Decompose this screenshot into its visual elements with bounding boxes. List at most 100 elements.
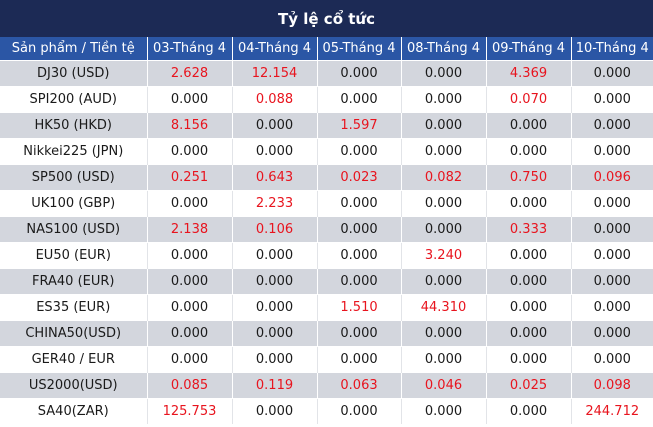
dividend-value-cell: 0.000 [316, 268, 401, 295]
dividend-value-cell: 0.000 [570, 268, 653, 295]
dividend-value-cell: 0.000 [485, 190, 571, 217]
dividend-value-cell: 0.000 [485, 398, 571, 424]
table-row: SPI200 (AUD) 0.000 0.088 0.000 0.000 0.070 0.0… [0, 86, 653, 113]
product-cell: GER40 / EUR [0, 346, 147, 373]
dividend-value-cell: 0.000 [485, 242, 571, 269]
product-cell: CHINA50(USD) [0, 320, 147, 347]
dividend-value-cell: 4.369 [485, 60, 571, 87]
table-row: HK50 (HKD) 8.156 0.000 1.597 0.000 0.000 0.000 [0, 112, 653, 139]
dividend-value-cell: 0.643 [231, 164, 317, 191]
dividend-value-cell: 0.000 [400, 320, 486, 347]
table-header-row: Sản phẩm / Tiền tệ 03-Tháng 4 04-Tháng 4… [0, 37, 653, 61]
dividend-value-cell: 44.310 [400, 294, 486, 321]
dividend-value-cell: 0.063 [316, 372, 401, 399]
column-header-date: 04-Tháng 4 [231, 37, 317, 61]
table-row: Nikkei225 (JPN) 0.000 0.000 0.000 0.000 0.000… [0, 138, 653, 165]
dividend-value-cell: 0.000 [570, 294, 653, 321]
product-cell: UK100 (GBP) [0, 190, 147, 217]
dividend-value-cell: 0.000 [316, 190, 401, 217]
page-title: Tỷ lệ cổ tức [0, 0, 653, 37]
dividend-value-cell: 0.070 [485, 86, 571, 113]
dividend-value-cell: 0.000 [400, 268, 486, 295]
dividend-value-cell: 0.000 [146, 320, 232, 347]
dividend-value-cell: 0.000 [231, 138, 317, 165]
dividend-value-cell: 0.000 [400, 112, 486, 139]
dividend-value-cell: 0.098 [570, 372, 653, 399]
dividend-value-cell: 0.000 [400, 216, 486, 243]
dividend-value-cell: 2.628 [146, 60, 232, 87]
product-cell: EU50 (EUR) [0, 242, 147, 269]
dividend-value-cell: 0.750 [485, 164, 571, 191]
column-header-product: Sản phẩm / Tiền tệ [0, 37, 147, 61]
dividend-value-cell: 0.000 [316, 346, 401, 373]
product-cell: FRA40 (EUR) [0, 268, 147, 295]
dividend-value-cell: 125.753 [146, 398, 232, 424]
table-row: FRA40 (EUR) 0.000 0.000 0.000 0.000 0.000 0.00… [0, 268, 653, 295]
dividend-value-cell: 0.000 [570, 190, 653, 217]
dividend-value-cell: 0.000 [316, 398, 401, 424]
dividend-value-cell: 1.597 [316, 112, 401, 139]
table-row: CHINA50(USD) 0.000 0.000 0.000 0.000 0.000 0.0… [0, 320, 653, 347]
dividend-value-cell: 0.000 [146, 242, 232, 269]
dividend-value-cell: 0.000 [570, 86, 653, 113]
table-row: SP500 (USD) 0.251 0.643 0.023 0.082 0.750 0.09… [0, 164, 653, 191]
dividend-value-cell: 0.000 [400, 86, 486, 113]
dividend-value-cell: 0.000 [400, 398, 486, 424]
dividend-value-cell: 0.000 [146, 190, 232, 217]
dividend-value-cell: 0.025 [485, 372, 571, 399]
dividend-value-cell: 2.233 [231, 190, 317, 217]
dividend-value-cell: 0.119 [231, 372, 317, 399]
table-row: ES35 (EUR) 0.000 0.000 1.510 44.310 0.000 0.00… [0, 294, 653, 321]
column-header-date: 03-Tháng 4 [146, 37, 232, 61]
dividend-value-cell: 8.156 [146, 112, 232, 139]
table-row: EU50 (EUR) 0.000 0.000 0.000 3.240 0.000 0.000 [0, 242, 653, 269]
dividend-value-cell: 0.082 [400, 164, 486, 191]
page-title-text: Tỷ lệ cổ tức [278, 9, 375, 28]
dividend-value-cell: 0.000 [231, 294, 317, 321]
dividend-value-cell: 0.000 [400, 346, 486, 373]
product-cell: SA40(ZAR) [0, 398, 147, 424]
dividend-value-cell: 0.046 [400, 372, 486, 399]
dividend-value-cell: 0.000 [231, 320, 317, 347]
dividend-value-cell: 0.000 [570, 242, 653, 269]
dividend-value-cell: 0.000 [146, 294, 232, 321]
dividend-value-cell: 3.240 [400, 242, 486, 269]
dividend-value-cell: 0.000 [570, 346, 653, 373]
product-cell: HK50 (HKD) [0, 112, 147, 139]
dividend-value-cell: 0.000 [231, 242, 317, 269]
table-row: DJ30 (USD) 2.628 12.154 0.000 0.000 4.369 0.00… [0, 60, 653, 87]
dividend-value-cell: 0.251 [146, 164, 232, 191]
product-cell: DJ30 (USD) [0, 60, 147, 87]
dividend-value-cell: 0.000 [485, 112, 571, 139]
dividend-value-cell: 0.000 [400, 138, 486, 165]
column-header-date: 09-Tháng 4 [485, 37, 571, 61]
dividend-value-cell: 0.000 [231, 112, 317, 139]
dividend-value-cell: 0.000 [570, 60, 653, 87]
dividend-value-cell: 0.000 [485, 138, 571, 165]
dividend-value-cell: 0.000 [231, 268, 317, 295]
dividend-value-cell: 0.000 [231, 346, 317, 373]
dividend-value-cell: 0.333 [485, 216, 571, 243]
table-row: GER40 / EUR 0.000 0.000 0.000 0.000 0.000 0.00… [0, 346, 653, 373]
dividend-value-cell: 0.000 [570, 138, 653, 165]
dividend-value-cell: 0.000 [485, 320, 571, 347]
dividend-value-cell: 0.000 [146, 268, 232, 295]
product-cell: US2000(USD) [0, 372, 147, 399]
dividend-value-cell: 12.154 [231, 60, 317, 87]
dividend-value-cell: 0.000 [231, 398, 317, 424]
dividend-value-cell: 1.510 [316, 294, 401, 321]
dividend-value-cell: 0.085 [146, 372, 232, 399]
dividend-value-cell: 0.000 [146, 86, 232, 113]
dividend-value-cell: 0.000 [485, 268, 571, 295]
dividend-value-cell: 0.096 [570, 164, 653, 191]
dividend-value-cell: 0.000 [316, 216, 401, 243]
dividend-value-cell: 0.023 [316, 164, 401, 191]
dividend-value-cell: 0.000 [570, 112, 653, 139]
dividend-value-cell: 0.000 [316, 86, 401, 113]
dividend-value-cell: 0.000 [146, 346, 232, 373]
column-header-date: 08-Tháng 4 [400, 37, 486, 61]
product-cell: SPI200 (AUD) [0, 86, 147, 113]
dividend-value-cell: 0.088 [231, 86, 317, 113]
dividend-value-cell: 0.000 [485, 346, 571, 373]
dividend-table: Sản phẩm / Tiền tệ 03-Tháng 4 04-Tháng 4… [0, 37, 653, 424]
